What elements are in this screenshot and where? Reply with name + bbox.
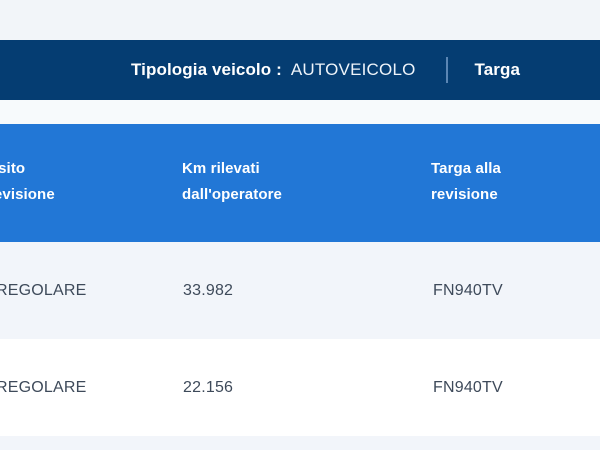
info-bar-divider bbox=[445, 57, 448, 83]
table-row[interactable]: REGOLARE 22.156 FN940TV bbox=[0, 339, 600, 436]
cell-esito-revisione: REGOLARE bbox=[0, 379, 87, 396]
column-header-km-rilevati[interactable]: Km rilevati dall'operatore bbox=[182, 160, 282, 203]
revisions-table-header: Esito revisione Km rilevati dall'operato… bbox=[0, 124, 600, 242]
plate-label: Targa bbox=[474, 60, 521, 79]
cell-targa-alla-revisione: FN940TV bbox=[433, 282, 503, 299]
vehicle-info-bar: Tipologia veicolo : AUTOVEICOLO Targa bbox=[0, 40, 600, 100]
vehicle-type-label: Tipologia veicolo : bbox=[131, 60, 282, 79]
column-header-esito-revisione[interactable]: Esito revisione bbox=[0, 160, 55, 203]
column-header-targa-alla-revisione[interactable]: Targa alla revisione bbox=[431, 160, 501, 203]
page-top-strip bbox=[0, 0, 600, 40]
table-row-partial[interactable] bbox=[0, 436, 600, 450]
vehicle-info-bar-content: Tipologia veicolo : AUTOVEICOLO Targa bbox=[131, 57, 520, 83]
cell-esito-revisione: REGOLARE bbox=[0, 282, 87, 299]
table-row[interactable]: REGOLARE 33.982 FN940TV bbox=[0, 242, 600, 339]
cell-targa-alla-revisione: FN940TV bbox=[433, 379, 503, 396]
header-gap-strip bbox=[0, 100, 600, 124]
cell-km-rilevati: 22.156 bbox=[183, 379, 234, 396]
vehicle-type-value: AUTOVEICOLO bbox=[290, 60, 416, 79]
cell-km-rilevati: 33.982 bbox=[183, 282, 234, 299]
